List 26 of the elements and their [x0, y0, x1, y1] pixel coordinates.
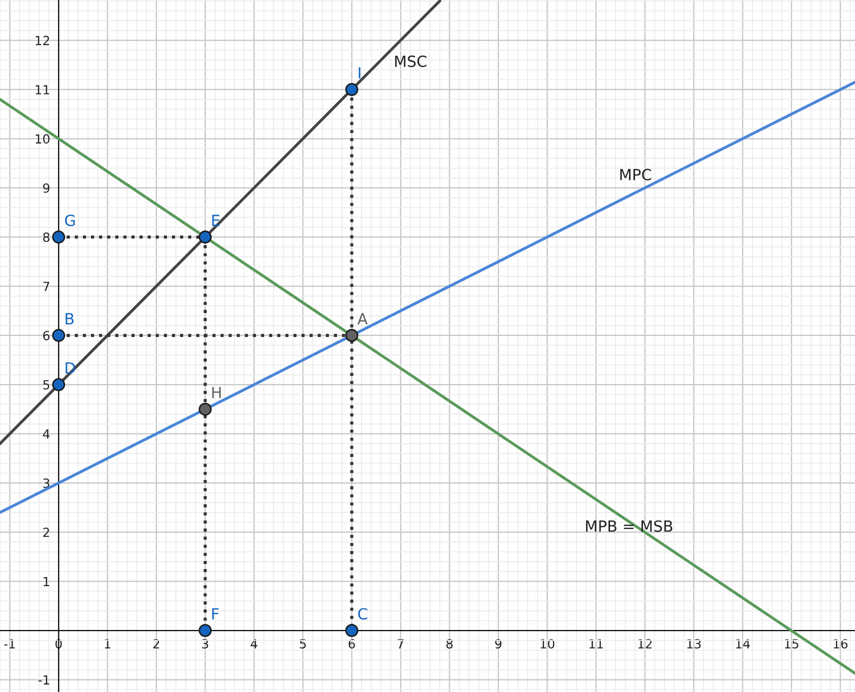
y-tick-label: 2 — [43, 528, 50, 537]
y-tick-label: 9 — [43, 183, 50, 193]
series-label: MPB = MSB — [586, 520, 672, 532]
annotation: F — [212, 608, 219, 620]
y-tick-label: 10 — [36, 134, 50, 144]
y-tick-label: 3 — [43, 478, 50, 488]
y-tick-label: 5 — [43, 380, 50, 390]
y-tick-label: 11 — [36, 85, 50, 94]
annotation: D — [66, 362, 76, 374]
series-label: MSC — [395, 56, 426, 68]
annotation: H — [212, 386, 221, 398]
y-tick-label: 8 — [43, 232, 50, 242]
x-tick-label: 4 — [250, 639, 258, 648]
annotation: E — [212, 214, 220, 226]
annotation: G — [65, 214, 75, 226]
annotation: A — [357, 313, 368, 324]
y-tick-label: -1 — [38, 675, 50, 684]
y-tick-label: 4 — [42, 429, 50, 439]
annotation: I — [358, 67, 360, 78]
annotation: B — [66, 313, 74, 324]
y-tick-label: 12 — [36, 36, 50, 46]
y-tick-label: 1 — [44, 576, 50, 586]
series-label: MPC — [620, 168, 652, 180]
annotation: C — [358, 608, 368, 620]
y-tick-label: 7 — [43, 282, 50, 291]
y-tick-label: 6 — [43, 330, 50, 340]
